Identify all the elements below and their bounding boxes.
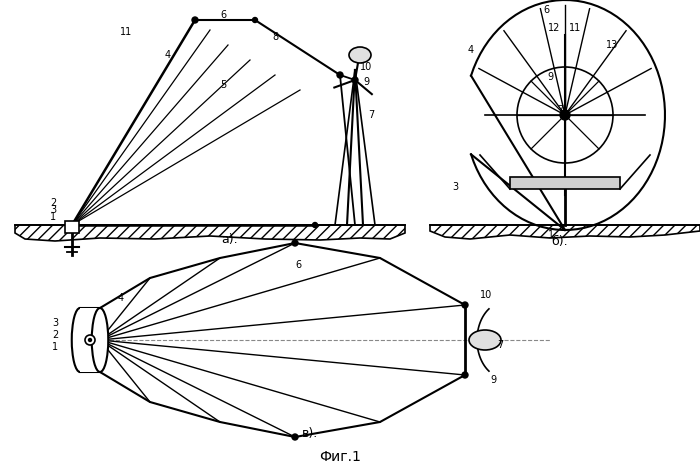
Text: 3: 3 xyxy=(50,205,56,215)
Text: 11: 11 xyxy=(569,23,581,33)
Text: 9: 9 xyxy=(490,375,496,385)
Bar xyxy=(65,221,79,233)
Text: а).: а). xyxy=(222,232,238,246)
Text: 12: 12 xyxy=(548,23,561,33)
Text: 9: 9 xyxy=(547,72,553,82)
Bar xyxy=(510,177,620,189)
Text: 1: 1 xyxy=(52,342,58,352)
Text: 1: 1 xyxy=(548,230,554,240)
Text: 4: 4 xyxy=(468,45,474,55)
Bar xyxy=(80,308,100,372)
Circle shape xyxy=(337,72,343,78)
Text: 4: 4 xyxy=(165,50,171,60)
Text: 6: 6 xyxy=(220,10,226,20)
Ellipse shape xyxy=(92,308,108,372)
Text: 7: 7 xyxy=(497,340,503,350)
Text: 3: 3 xyxy=(452,182,458,192)
Ellipse shape xyxy=(349,47,371,63)
Circle shape xyxy=(292,240,298,246)
Polygon shape xyxy=(430,225,700,239)
Circle shape xyxy=(253,18,258,22)
Circle shape xyxy=(462,302,468,308)
Polygon shape xyxy=(15,225,405,241)
Text: 10: 10 xyxy=(480,290,492,300)
Text: 8: 8 xyxy=(272,32,278,42)
Text: 4: 4 xyxy=(118,293,124,303)
Text: 3: 3 xyxy=(52,318,58,328)
Text: 5: 5 xyxy=(220,80,226,90)
Text: в).: в). xyxy=(302,427,318,439)
Text: 2: 2 xyxy=(52,330,58,340)
Text: 10: 10 xyxy=(360,62,372,72)
Text: 13: 13 xyxy=(606,40,618,50)
Text: 7: 7 xyxy=(368,110,374,120)
Circle shape xyxy=(352,77,358,83)
Ellipse shape xyxy=(469,330,501,350)
Text: 2: 2 xyxy=(50,198,56,208)
Ellipse shape xyxy=(71,308,88,372)
Text: 11: 11 xyxy=(120,27,132,37)
Text: 7: 7 xyxy=(557,105,564,115)
Circle shape xyxy=(85,335,95,345)
Circle shape xyxy=(88,339,92,342)
Circle shape xyxy=(312,222,318,228)
Text: 6: 6 xyxy=(543,5,549,15)
Text: 9: 9 xyxy=(363,77,369,87)
Circle shape xyxy=(462,372,468,378)
Text: 1: 1 xyxy=(50,212,56,222)
Text: 6: 6 xyxy=(295,260,301,270)
Circle shape xyxy=(292,434,298,440)
Text: Фиг.1: Фиг.1 xyxy=(319,450,361,464)
Circle shape xyxy=(560,110,570,120)
Text: б).: б). xyxy=(552,235,568,247)
Circle shape xyxy=(192,17,198,23)
